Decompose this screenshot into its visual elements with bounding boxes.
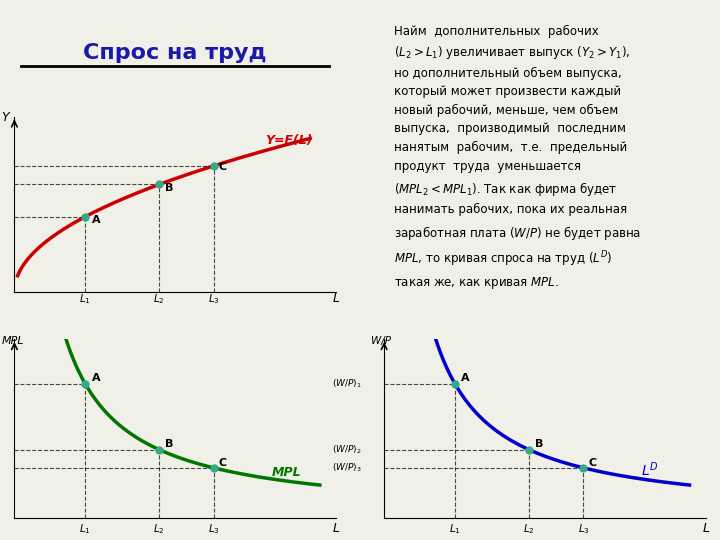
Text: W/P: W/P <box>372 336 391 346</box>
Text: $L_2$: $L_2$ <box>153 292 165 306</box>
Text: $L^D$: $L^D$ <box>642 461 659 480</box>
Text: $(W/P)_3$: $(W/P)_3$ <box>332 462 361 474</box>
Text: $(W/P)_1$: $(W/P)_1$ <box>332 377 361 390</box>
Text: MPL: MPL <box>1 336 24 346</box>
Text: L: L <box>333 522 340 535</box>
Text: Y=F(L): Y=F(L) <box>265 134 312 147</box>
Text: $L_3$: $L_3$ <box>208 522 220 536</box>
Text: $L_2$: $L_2$ <box>523 522 534 536</box>
Text: B: B <box>166 439 174 449</box>
Text: B: B <box>166 183 174 193</box>
Text: MPL: MPL <box>271 467 301 480</box>
Text: C: C <box>219 458 227 468</box>
Text: $(W/P)_2$: $(W/P)_2$ <box>332 443 361 456</box>
Text: A: A <box>462 373 470 383</box>
Text: C: C <box>588 458 596 468</box>
Text: Y: Y <box>1 111 9 124</box>
Text: $L_2$: $L_2$ <box>153 522 165 536</box>
Text: $L_1$: $L_1$ <box>449 522 461 536</box>
Text: Спрос на труд: Спрос на труд <box>84 43 267 63</box>
Text: A: A <box>91 215 100 225</box>
Text: Найм  дополнительных  рабочих
($L_2$$>$$L_1$) увеличивает выпуск ($Y_2$$>$$Y_1$): Найм дополнительных рабочих ($L_2$$>$$L_… <box>394 24 641 291</box>
Text: L: L <box>333 292 340 306</box>
Text: $L_3$: $L_3$ <box>208 292 220 306</box>
Text: B: B <box>535 439 544 449</box>
Text: L: L <box>703 522 709 535</box>
Text: $L_1$: $L_1$ <box>79 522 91 536</box>
Text: A: A <box>91 373 100 383</box>
Text: $L_3$: $L_3$ <box>577 522 590 536</box>
Text: $L_1$: $L_1$ <box>79 292 91 306</box>
Text: C: C <box>219 163 227 172</box>
